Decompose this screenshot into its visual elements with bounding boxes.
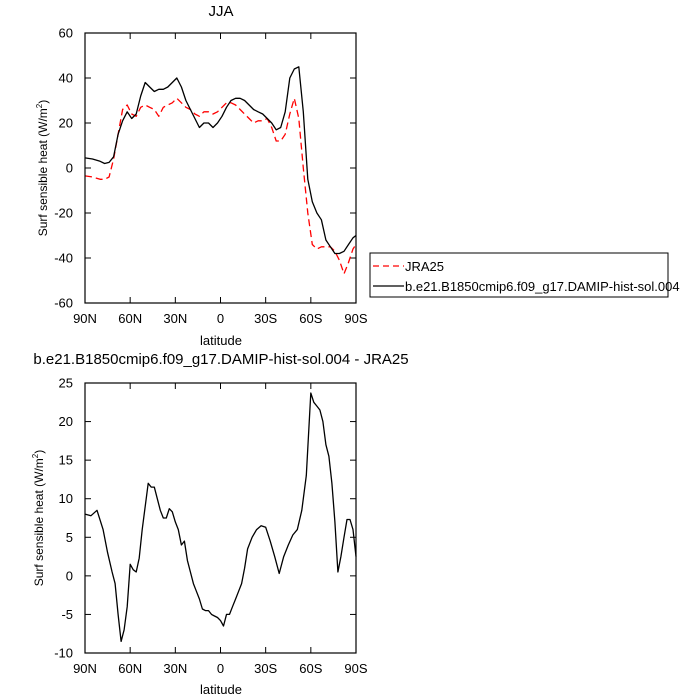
bottom-chart-title: b.e21.B1850cmip6.f09_g17.DAMIP-hist-sol.… bbox=[33, 351, 408, 368]
bottom-x-tick-label: 90N bbox=[73, 661, 97, 676]
top-y-tick-label: -60 bbox=[54, 296, 73, 311]
bottom-x-tick-label: 90S bbox=[344, 661, 367, 676]
top-x-tick-label: 0 bbox=[217, 311, 224, 326]
top-y-axis-label: Surf sensible heat (W/m2) bbox=[35, 100, 50, 237]
bottom-x-tick-label: 60N bbox=[118, 661, 142, 676]
bottom-series-line-model bbox=[84, 392, 357, 643]
top-plot-frame bbox=[84, 32, 357, 304]
top-plot-area: 90N 60N 30N 0 30S 60S 90S -60 -40 -20 0 20 40 60 bbox=[54, 26, 368, 327]
bottom-y-tick-label: 10 bbox=[59, 491, 73, 506]
top-y-tick-label: 0 bbox=[66, 161, 73, 176]
legend-label-jra25: JRA25 bbox=[405, 259, 444, 274]
bottom-y-tick-label: 5 bbox=[66, 530, 73, 545]
top-x-axis-label: latitude bbox=[200, 333, 242, 348]
legend: JRA25 b.e21.B1850cmip6.f09_g17.DAMIP-his… bbox=[369, 252, 680, 298]
bottom-x-axis-label: latitude bbox=[200, 682, 242, 697]
top-x-tick-label: 60N bbox=[118, 311, 142, 326]
top-x-tick-label: 90N bbox=[73, 311, 97, 326]
bottom-y-tick-label: 0 bbox=[66, 568, 73, 583]
bottom-y-tick-label: 15 bbox=[59, 453, 73, 468]
top-y-tick-label: -20 bbox=[54, 206, 73, 221]
bottom-y-axis-label-sup: 2 bbox=[31, 453, 40, 458]
top-series-line-jra25 bbox=[84, 97, 357, 275]
bottom-y-tick-label: -10 bbox=[54, 646, 73, 661]
legend-label-model: b.e21.B1850cmip6.f09_g17.DAMIP-hist-sol.… bbox=[405, 279, 680, 294]
top-x-tick-label: 30N bbox=[163, 311, 187, 326]
top-y-axis-label-sup: 2 bbox=[35, 103, 44, 108]
top-x-tick-label: 30S bbox=[254, 311, 277, 326]
top-chart-title: JJA bbox=[208, 3, 233, 20]
top-panel: JJA 90N 60N 30N 0 30S 60S 90S-60-40-200204060 … bbox=[35, 3, 680, 348]
top-y-tick-label: -40 bbox=[54, 251, 73, 266]
top-x-tick-label: 60S bbox=[299, 311, 322, 326]
top-y-tick-label: 60 bbox=[59, 26, 73, 41]
bottom-y-tick-label: 20 bbox=[59, 414, 73, 429]
top-series-line-model bbox=[84, 66, 357, 255]
bottom-panel: b.e21.B1850cmip6.f09_g17.DAMIP-hist-sol.… bbox=[31, 351, 409, 697]
bottom-x-tick-label: 30N bbox=[163, 661, 187, 676]
top-y-tick-label: 40 bbox=[59, 71, 73, 86]
bottom-y-tick-label: 25 bbox=[59, 376, 73, 391]
bottom-y-tick-label: -5 bbox=[61, 607, 73, 622]
top-y-axis-label-main: Surf sensible heat (W/m bbox=[36, 108, 50, 236]
bottom-plot-frame bbox=[84, 382, 357, 654]
bottom-x-tick-label: 30S bbox=[254, 661, 277, 676]
bottom-y-axis-label: Surf sensible heat (W/m2) bbox=[31, 450, 46, 587]
bottom-x-tick-label: 60S bbox=[299, 661, 322, 676]
legend-box bbox=[369, 252, 669, 298]
top-x-tick-label: 90S bbox=[344, 311, 367, 326]
bottom-x-tick-label: 0 bbox=[217, 661, 224, 676]
bottom-y-axis-label-main: Surf sensible heat (W/m bbox=[32, 458, 46, 586]
top-y-tick-label: 20 bbox=[59, 116, 73, 131]
bottom-plot-area: 90N 60N 30N 0 30S 60S 90S -10 -5 0 5 10 15 20 25 bbox=[54, 376, 368, 677]
top-y-axis-label-close: ) bbox=[36, 100, 50, 104]
bottom-y-axis-label-close: ) bbox=[32, 450, 46, 454]
